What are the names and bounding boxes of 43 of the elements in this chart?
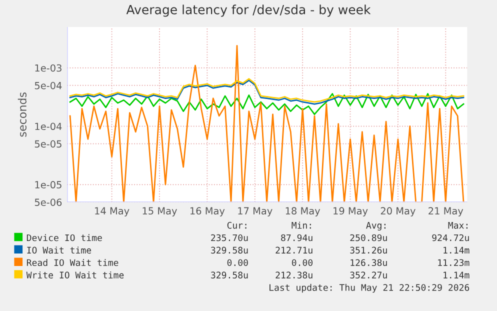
line-series [69, 93, 464, 115]
y-tick-label: 5e-04 [34, 82, 62, 90]
legend-label: IO Wait time [27, 246, 92, 254]
x-tick-label: 19 May [334, 207, 368, 216]
text: 0.00 [292, 259, 313, 266]
text: 1.14m [444, 272, 470, 278]
text: 235.70u [211, 234, 248, 242]
x-tick-label: 21 May [428, 207, 464, 216]
text: Avg: [366, 222, 386, 231]
x-tick-label: 14 May [95, 207, 130, 216]
line-series [69, 44, 464, 202]
y-axis-title: seconds [18, 92, 26, 137]
text: 351.26u [350, 246, 387, 254]
text: 11.23m [438, 259, 470, 266]
text: 329.58u [211, 246, 248, 254]
text: 329.58u [211, 272, 248, 278]
text: 126.38u [350, 259, 387, 266]
text: 352.27u [350, 272, 387, 278]
text: Last update: Thu May 21 22:50:29 2026 [270, 284, 470, 293]
legend-label: Read IO Wait time [26, 259, 118, 266]
y-tick-label: 1e-03 [35, 64, 62, 72]
y-tick-label: 1e-05 [35, 181, 62, 188]
text: Cur: [227, 222, 246, 229]
legend-label: Device IO time [26, 234, 102, 242]
x-tick-label: 16 May [190, 207, 225, 216]
text: 1.14m [444, 246, 470, 254]
x-tick-label: 20 May [380, 207, 416, 216]
y-tick-label: 1e-04 [35, 122, 62, 130]
x-tick-label: 15 May [142, 207, 177, 216]
text: Min: [292, 222, 311, 229]
y-tick-label: 5e-06 [34, 198, 62, 206]
chart-title: Average latency for /dev/sda - by week [126, 4, 371, 17]
text: 924.72u [432, 234, 469, 242]
y-tick-label: 5e-05 [34, 140, 62, 148]
x-tick-label: 18 May [286, 207, 320, 216]
text: 250.89u [350, 234, 387, 242]
text: 212.38u [276, 272, 312, 278]
text: 212.71u [276, 246, 312, 254]
text: Max: [448, 222, 468, 229]
text: 0.00 [227, 259, 248, 266]
legend-label: Write IO Wait time [26, 271, 124, 278]
text: 87.94u [281, 234, 312, 242]
x-tick-label: 17 May [238, 207, 272, 216]
